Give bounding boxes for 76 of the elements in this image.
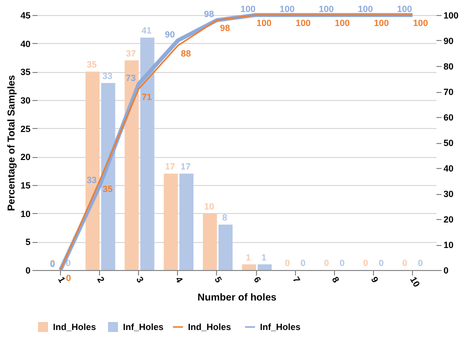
data-label: 0	[300, 258, 306, 268]
y-tick-label: 15	[20, 180, 30, 190]
y-tick-label: 25	[20, 124, 30, 134]
data-label: 1	[246, 252, 251, 262]
x-tick-label: 8	[330, 275, 342, 284]
data-label: 0	[378, 258, 384, 268]
y-axis-title: Percentage of Total Samples	[6, 74, 18, 211]
data-label: 35	[86, 60, 97, 70]
y-tick-label: 5	[25, 237, 30, 248]
data-label: 100	[240, 4, 256, 14]
data-label: 17	[164, 162, 176, 172]
data-label: 100	[397, 4, 412, 14]
data-label: 35	[102, 184, 113, 194]
x-tick-label: 10	[408, 275, 422, 289]
data-label: 0	[324, 258, 329, 268]
data-label: 0	[418, 258, 423, 268]
data-label: 0	[363, 258, 368, 268]
data-label: 0	[66, 258, 71, 268]
y-tick-label: 20	[20, 152, 30, 162]
y-tick-label: 0	[25, 266, 30, 276]
data-label: 0	[284, 258, 290, 268]
data-label: 37	[126, 48, 136, 58]
data-label: 100	[334, 18, 350, 28]
x-axis-title: Number of holes	[198, 292, 277, 304]
x-tick-label: 4	[173, 275, 185, 284]
data-label: 100	[358, 4, 373, 14]
data-label: 33	[86, 174, 97, 185]
data-label: 98	[220, 23, 230, 34]
y2-tick-label: 80	[444, 62, 454, 72]
data-label: 0	[50, 258, 56, 268]
x-tick-label: 3	[134, 275, 146, 284]
x-tick-label: 6	[252, 275, 263, 284]
data-label: 100	[318, 4, 334, 14]
y2-tick-label: 60	[444, 112, 454, 122]
y-tick-label: 40	[20, 38, 30, 49]
data-label: 100	[256, 18, 272, 28]
data-label: 8	[222, 212, 228, 223]
y2-tick-label: 10	[444, 240, 454, 250]
data-label: 33	[102, 71, 112, 81]
y2-tick-label: 40	[444, 164, 454, 174]
data-label: 0	[340, 258, 345, 268]
data-label: 90	[164, 30, 175, 40]
y-tick-label: 35	[20, 67, 30, 78]
y2-tick-label: 20	[444, 214, 454, 224]
data-label: 100	[296, 18, 311, 28]
x-tick-label: 9	[369, 275, 380, 284]
y2-tick-label: 90	[444, 36, 454, 46]
data-label: 41	[142, 26, 152, 36]
legend-label: Inf_Holes	[123, 322, 164, 332]
x-tick-label: 5	[212, 275, 224, 284]
legend-label: Ind_Holes	[53, 322, 96, 332]
y-tick-label: 30	[20, 96, 30, 106]
data-label: 0	[66, 273, 71, 283]
x-tick-label: 1	[56, 275, 68, 284]
y-tick-label: 10	[20, 208, 30, 219]
data-label: 88	[180, 48, 191, 59]
data-label: 17	[180, 162, 191, 172]
y2-tick-label: 50	[444, 138, 454, 148]
x-tick-label: 2	[95, 275, 106, 284]
data-label: 71	[142, 92, 152, 102]
data-label: 73	[126, 72, 136, 83]
data-label: 100	[413, 18, 428, 28]
y2-tick-label: 70	[444, 87, 454, 97]
legend-label: Ind_Holes	[188, 322, 232, 332]
y2-tick-label: 100	[444, 10, 459, 20]
data-label: 0	[402, 258, 408, 268]
x-tick-label: 7	[290, 275, 302, 284]
y-tick-label: 45	[20, 10, 30, 20]
data-label: 98	[204, 9, 214, 20]
data-label: 100	[280, 4, 295, 14]
data-label: 100	[374, 18, 389, 28]
data-label: 1	[261, 252, 266, 262]
y2-tick-label: 0	[444, 266, 449, 276]
y2-tick-label: 30	[444, 189, 454, 199]
legend-label: Inf_Holes	[260, 322, 301, 332]
data-label: 10	[204, 201, 214, 212]
